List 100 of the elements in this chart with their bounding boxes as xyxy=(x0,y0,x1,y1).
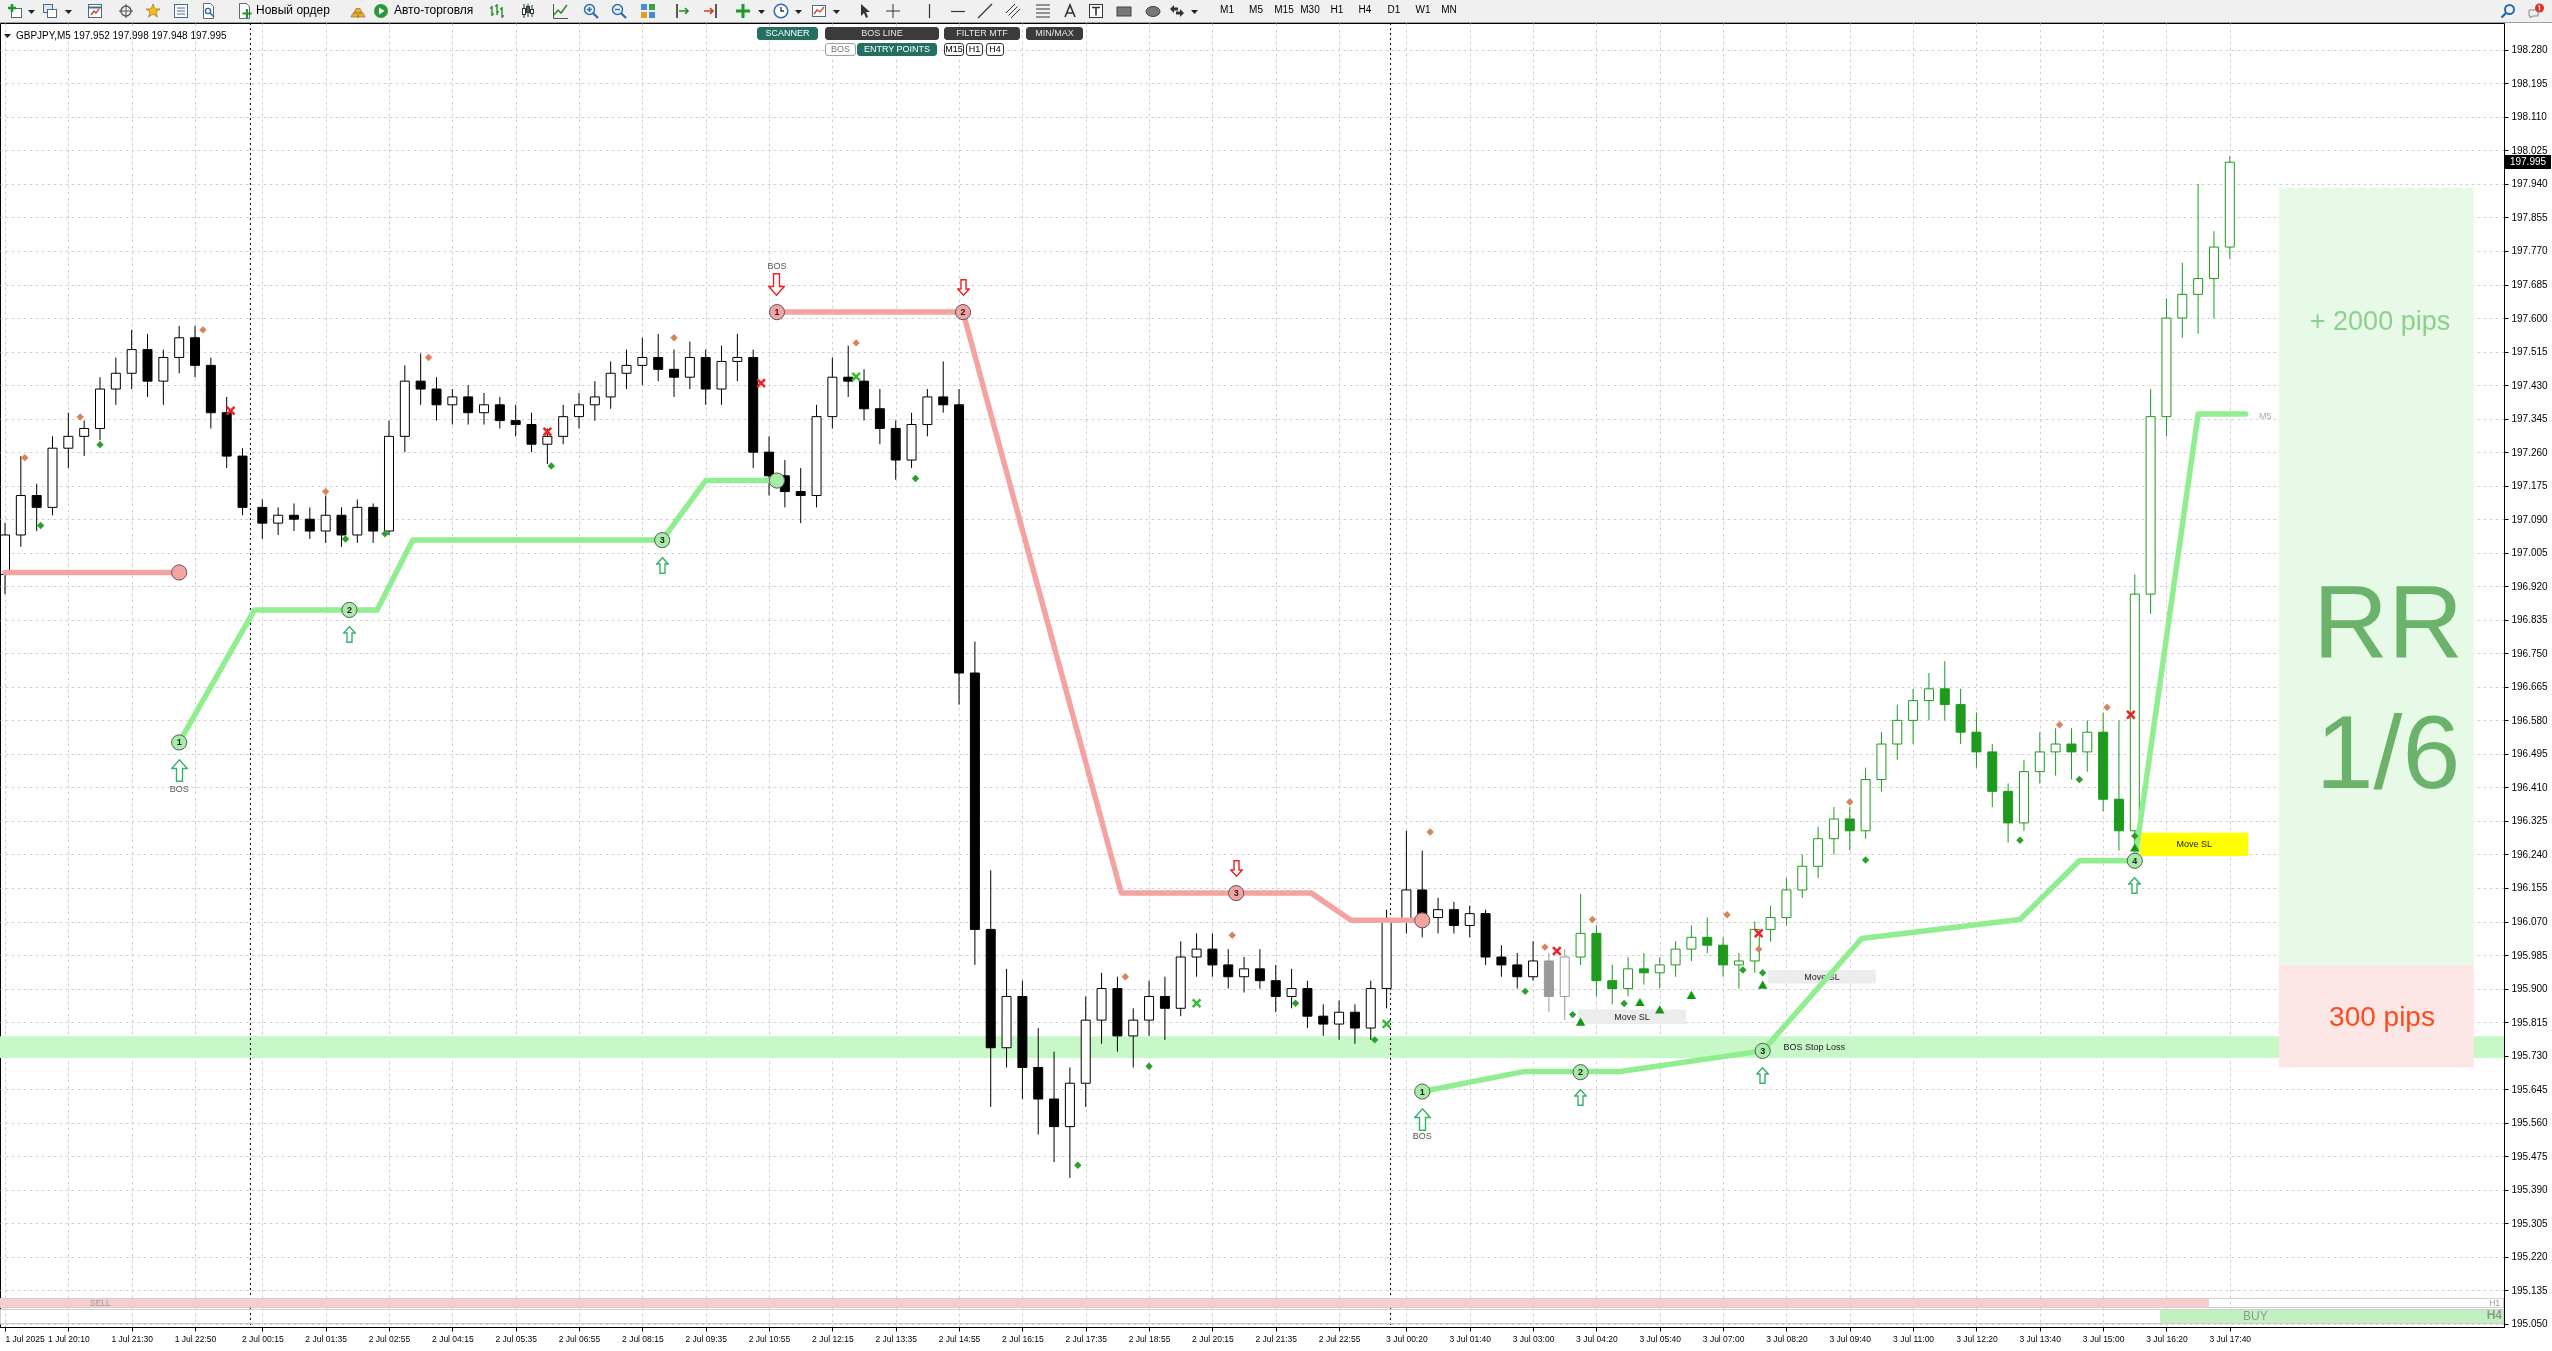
point xyxy=(1620,999,1628,1008)
point xyxy=(768,304,786,321)
annotation: 1/6 xyxy=(2315,692,2461,812)
y-tick-label: 196.920 xyxy=(2511,580,2549,592)
x-tick-label: 2 Jul 09:35 xyxy=(685,1333,728,1344)
candlestick xyxy=(1828,806,1839,855)
candlestick xyxy=(1892,704,1903,761)
text: D1 xyxy=(1386,4,1402,16)
y-tick-label: 197.770 xyxy=(2511,245,2549,257)
y-tick-label: 195.730 xyxy=(2511,1050,2549,1062)
point xyxy=(341,535,350,543)
x-tick-label: 2 Jul 17:35 xyxy=(1065,1333,1108,1344)
point xyxy=(2075,775,2084,784)
candlestick xyxy=(304,506,315,540)
point xyxy=(1145,1062,1153,1070)
x-tick-label: 1 Jul 2025 xyxy=(5,1333,45,1344)
y-tick-label: 195.390 xyxy=(2511,1184,2549,1196)
x-tick-label: 2 Jul 02:55 xyxy=(368,1333,411,1344)
annotation: + 2000 pips xyxy=(2309,305,2451,337)
y-tick-label: 198.025 xyxy=(2511,144,2549,156)
point xyxy=(1551,945,1562,957)
candlestick xyxy=(1223,948,1234,990)
x-tick-label: 2 Jul 01:35 xyxy=(305,1333,348,1344)
y-tick-label: 195.475 xyxy=(2511,1150,2549,1162)
annotation: 2 xyxy=(1578,1067,1584,1078)
candlestick xyxy=(526,412,537,453)
candlestick xyxy=(2082,719,2093,773)
y-tick-label: 196.410 xyxy=(2511,781,2549,793)
y-tick-label: 197.005 xyxy=(2511,547,2549,559)
y-tick-label: 196.835 xyxy=(2511,614,2549,626)
point xyxy=(1655,1005,1665,1014)
annotation: SELL xyxy=(90,1298,111,1308)
button: BOS xyxy=(825,43,856,56)
candlestick xyxy=(764,435,775,497)
candlestick xyxy=(1464,905,1475,938)
annotation: H4 xyxy=(2478,1308,2502,1323)
candlestick xyxy=(1844,806,1855,852)
data-label: Move SL xyxy=(1614,1011,1650,1022)
annotation: 3 xyxy=(1233,888,1239,899)
button: BOS LINE xyxy=(825,27,939,40)
x-tick-label: 3 Jul 05:40 xyxy=(1639,1333,1682,1344)
point xyxy=(1861,856,1870,864)
x-tick-label: 2 Jul 10:55 xyxy=(748,1333,791,1344)
candlestick xyxy=(621,349,632,390)
x-tick-label: 2 Jul 12:15 xyxy=(812,1333,854,1344)
y-tick-label: 195.985 xyxy=(2511,949,2549,961)
annotation: BUY xyxy=(2243,1309,2268,1323)
annotation: H1 xyxy=(2488,1298,2500,1308)
x-tick-label: 3 Jul 08:20 xyxy=(1766,1333,1808,1344)
y-tick-label: 196.750 xyxy=(2511,647,2549,659)
point xyxy=(2130,843,2140,852)
point xyxy=(1755,945,1763,953)
candlestick xyxy=(463,384,474,426)
point xyxy=(21,453,29,462)
bar xyxy=(2278,187,2474,965)
y-tick-label: 197.260 xyxy=(2511,446,2549,458)
y-tick-label: 197.515 xyxy=(2511,346,2549,358)
x-tick-label: 3 Jul 16:20 xyxy=(2146,1333,2189,1344)
text: H4 xyxy=(1357,4,1373,16)
text: M30 xyxy=(1299,4,1321,16)
candlestick xyxy=(2034,731,2045,784)
point xyxy=(1291,999,1300,1007)
point xyxy=(1757,980,1768,989)
candlestick xyxy=(1575,893,1586,966)
y-tick-label: 195.645 xyxy=(2511,1083,2549,1095)
annotation: 2 xyxy=(346,604,352,615)
button: MIN/MAX xyxy=(1026,27,1083,40)
point xyxy=(1758,969,1767,977)
x-tick-label: 2 Jul 00:15 xyxy=(242,1333,284,1344)
candlestick xyxy=(1686,924,1697,962)
y-tick-label: 197.430 xyxy=(2511,379,2549,391)
candlestick xyxy=(1923,672,1934,721)
candlestick xyxy=(1638,952,1649,986)
y-tick-label: 196.665 xyxy=(2511,681,2549,693)
x-tick-label: 3 Jul 17:40 xyxy=(2209,1333,2252,1344)
candlestick xyxy=(510,404,521,437)
x-tick-label: 2 Jul 20:15 xyxy=(1192,1333,1234,1344)
annotation: 300 pips xyxy=(2329,1000,2435,1034)
point xyxy=(1381,1018,1392,1030)
candlestick xyxy=(288,502,299,532)
text: W1 xyxy=(1414,4,1432,16)
candlestick xyxy=(2050,727,2061,777)
x-tick-label: 3 Jul 01:40 xyxy=(1449,1333,1492,1344)
y-tick-label: 196.580 xyxy=(2511,714,2549,726)
button: H4 xyxy=(986,43,1004,56)
x-tick-label: 2 Jul 14:55 xyxy=(938,1333,981,1344)
point xyxy=(755,378,767,389)
button: M15 xyxy=(944,43,964,56)
point xyxy=(1414,912,1431,929)
x-tick-label: 3 Jul 04:20 xyxy=(1576,1333,1618,1344)
y-tick-label: 196.155 xyxy=(2511,882,2549,894)
candlestick xyxy=(2193,183,2204,335)
candlestick xyxy=(1318,1003,1329,1037)
button: FILTER MTF xyxy=(944,27,1020,40)
point xyxy=(1371,1036,1379,1044)
annotation: BOS xyxy=(1412,1130,1432,1142)
point xyxy=(1191,998,1202,1009)
text: 197.995 xyxy=(2505,155,2551,170)
candlestick xyxy=(1349,1003,1360,1045)
candlestick xyxy=(494,396,505,429)
